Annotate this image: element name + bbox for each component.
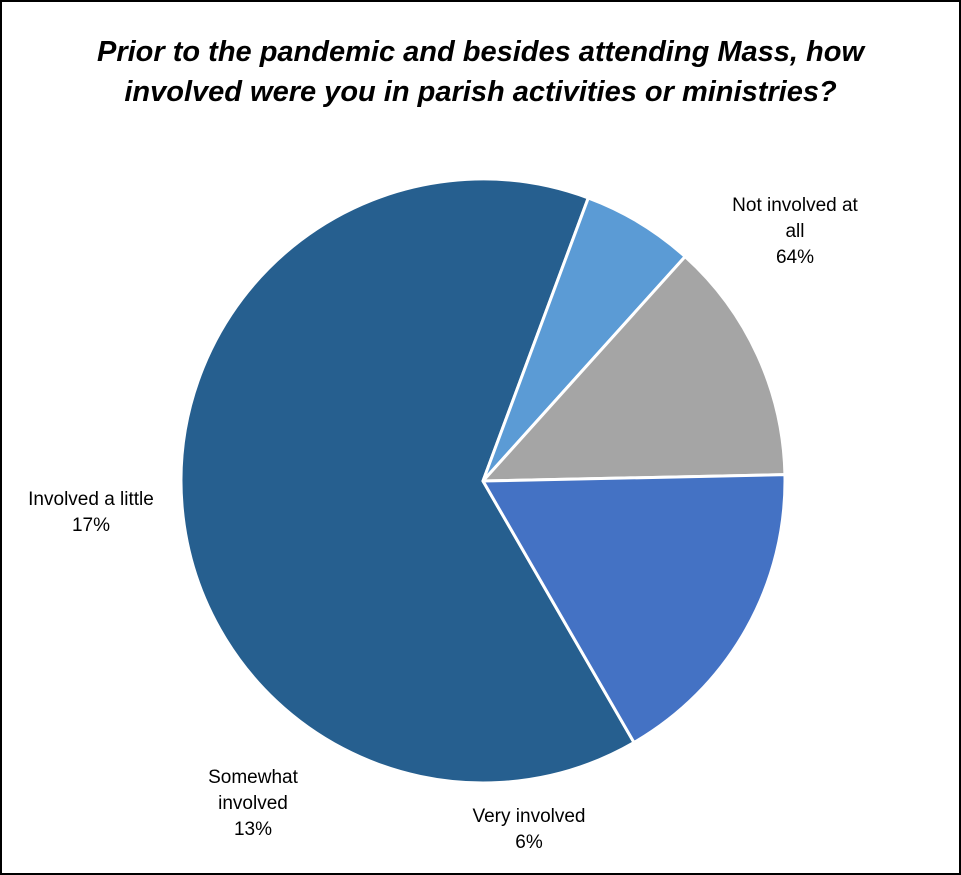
- pie-slice-involved-a-little: [481, 473, 787, 745]
- slice-label-involved-a-little-name: Involved a little: [28, 489, 154, 510]
- pie-slice-somewhat-involved: [481, 255, 787, 483]
- slice-label-very-involved: Very involved 6%: [454, 804, 604, 856]
- chart-title-line-2: involved were you in parish activities o…: [124, 76, 837, 108]
- slice-label-somewhat-involved-value: 13%: [233, 819, 273, 840]
- slice-label-involved-a-little-value: 17%: [71, 515, 111, 536]
- slice-label-very-involved-value: 6%: [515, 832, 543, 853]
- slice-label-very-involved-name: Very involved: [472, 806, 586, 827]
- slice-label-not-involved-name-1: Not involved at: [732, 195, 858, 216]
- pie-slice-not-involved: [179, 177, 636, 785]
- slice-label-not-involved-name-2: all: [785, 221, 805, 242]
- slice-label-somewhat-involved: Somewhat involved 13%: [188, 765, 318, 843]
- slice-label-not-involved-value: 64%: [775, 247, 815, 268]
- slice-label-involved-a-little: Involved a little 17%: [8, 487, 174, 539]
- chart-title: Prior to the pandemic and besides attend…: [2, 32, 959, 112]
- slice-label-somewhat-involved-name-1: Somewhat: [208, 767, 298, 788]
- slice-label-somewhat-involved-name-2: involved: [218, 793, 288, 814]
- chart-title-line-1: Prior to the pandemic and besides attend…: [96, 36, 864, 68]
- slice-label-not-involved: Not involved at all 64%: [720, 193, 870, 271]
